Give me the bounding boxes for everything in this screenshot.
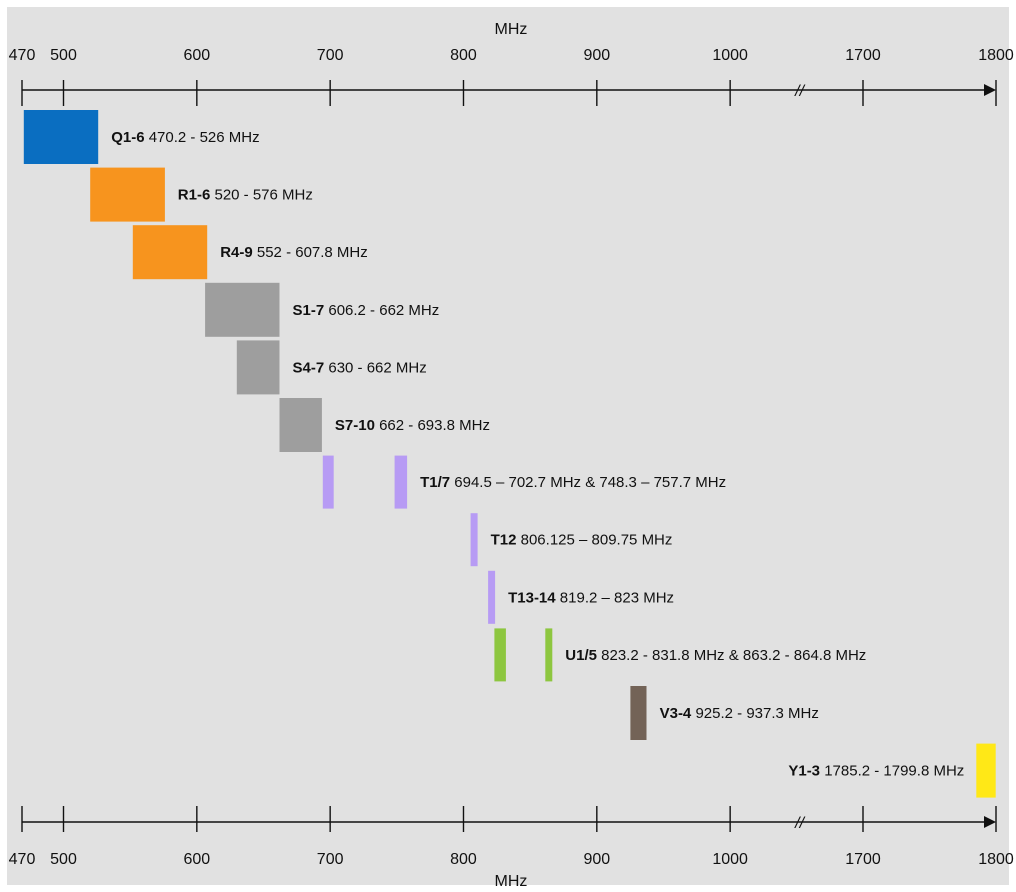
band-bar-V3-4 [630, 686, 647, 740]
band-label: Y1-3 1785.2 - 1799.8 MHz [788, 763, 964, 780]
band-bar-T12 [470, 513, 478, 567]
top-axis-tick-label: 1700 [845, 47, 881, 64]
top-axis-tick-label: 700 [317, 47, 344, 64]
band-bar-R1-6 [90, 167, 165, 222]
band-name: U1/5 [565, 647, 597, 664]
bottom-axis-tick-label: 900 [583, 851, 610, 868]
band-name: Y1-3 [788, 763, 820, 780]
band-bar-T13-14 [488, 570, 496, 624]
bottom-axis-tick-label: 1700 [845, 851, 881, 868]
band-bar-Q1-6 [23, 110, 99, 164]
band-name: R1-6 [178, 187, 211, 204]
band-range: 662 - 693.8 MHz [375, 417, 490, 434]
band-bar-U1/5 [545, 628, 553, 682]
band-range: 470.2 - 526 MHz [145, 129, 260, 146]
band-label: S7-10 662 - 693.8 MHz [335, 417, 490, 434]
band-range: 823.2 - 831.8 MHz & 863.2 - 864.8 MHz [597, 647, 866, 664]
top-axis-unit: MHz [495, 21, 528, 38]
band-bar-Y1-3 [976, 743, 996, 798]
top-axis-arrow [984, 84, 996, 96]
band-label: S1-7 606.2 - 662 MHz [293, 302, 440, 319]
bottom-axis: 470 500 600 700 800 900 1000 1700 1800 // [9, 806, 1014, 868]
band-bar-U1/5 [494, 628, 506, 682]
band-range: 806.125 – 809.75 MHz [516, 532, 672, 549]
band-range: 520 - 576 MHz [210, 187, 313, 204]
band-name: S1-7 [293, 302, 325, 319]
bottom-axis-tick-label: 800 [450, 851, 477, 868]
top-axis: 470 500 600 700 800 900 1000 1700 1800 // [9, 47, 1014, 106]
band-name: T13-14 [508, 589, 556, 606]
band-name: T12 [491, 532, 517, 549]
chart-background [7, 7, 1009, 885]
band-name: S4-7 [293, 359, 325, 376]
band-name: V3-4 [660, 705, 692, 722]
band-name: S7-10 [335, 417, 375, 434]
band-bar-T1/7 [394, 455, 408, 509]
top-axis-tick-label: 600 [183, 47, 210, 64]
band-label: S4-7 630 - 662 MHz [293, 359, 427, 376]
band-range: 630 - 662 MHz [324, 359, 427, 376]
band-name: T1/7 [420, 474, 450, 491]
band-name: Q1-6 [111, 129, 144, 146]
band-label: T12 806.125 – 809.75 MHz [491, 532, 673, 549]
band-bar-S4-7 [236, 340, 280, 395]
top-axis-break-mark: // [794, 83, 805, 100]
top-axis-tick-label: 1000 [712, 47, 748, 64]
top-axis-tick-label: 470 [9, 47, 36, 64]
bands: Q1-6 470.2 - 526 MHz R1-6 520 - 576 MHz R4… [23, 110, 996, 798]
bottom-axis-tick-label: 600 [183, 851, 210, 868]
bottom-axis-tick-label: 700 [317, 851, 344, 868]
band-range: 606.2 - 662 MHz [324, 302, 439, 319]
band-label: T13-14 819.2 – 823 MHz [508, 589, 674, 606]
band-range: 552 - 607.8 MHz [253, 244, 368, 261]
top-axis-tick-label: 500 [50, 47, 77, 64]
band-range: 819.2 – 823 MHz [556, 589, 674, 606]
band-range: 925.2 - 937.3 MHz [691, 705, 819, 722]
bottom-axis-tick-label: 500 [50, 851, 77, 868]
top-axis-tick-label: 900 [583, 47, 610, 64]
band-label: T1/7 694.5 – 702.7 MHz & 748.3 – 757.7 M… [420, 474, 726, 491]
bottom-axis-tick-label: 1000 [712, 851, 748, 868]
band-bar-S1-7 [205, 282, 280, 337]
bottom-axis-break-mark: // [794, 815, 805, 832]
band-name: R4-9 [220, 244, 253, 261]
top-axis-tick-label: 800 [450, 47, 477, 64]
top-axis-tick-label: 1800 [978, 47, 1014, 64]
band-bar-R4-9 [132, 225, 208, 280]
bottom-axis-tick-label: 470 [9, 851, 36, 868]
band-bar-S7-10 [279, 398, 322, 452]
band-range: 1785.2 - 1799.8 MHz [820, 763, 964, 780]
band-label: R4-9 552 - 607.8 MHz [220, 244, 368, 261]
band-label: U1/5 823.2 - 831.8 MHz & 863.2 - 864.8 M… [565, 647, 866, 664]
band-label: R1-6 520 - 576 MHz [178, 187, 313, 204]
bottom-axis-arrow [984, 816, 996, 828]
band-bar-T1/7 [322, 455, 334, 509]
band-label: Q1-6 470.2 - 526 MHz [111, 129, 259, 146]
band-label: V3-4 925.2 - 937.3 MHz [660, 705, 819, 722]
bottom-axis-unit: MHz [495, 873, 528, 890]
bottom-axis-tick-label: 1800 [978, 851, 1014, 868]
band-range: 694.5 – 702.7 MHz & 748.3 – 757.7 MHz [450, 474, 726, 491]
